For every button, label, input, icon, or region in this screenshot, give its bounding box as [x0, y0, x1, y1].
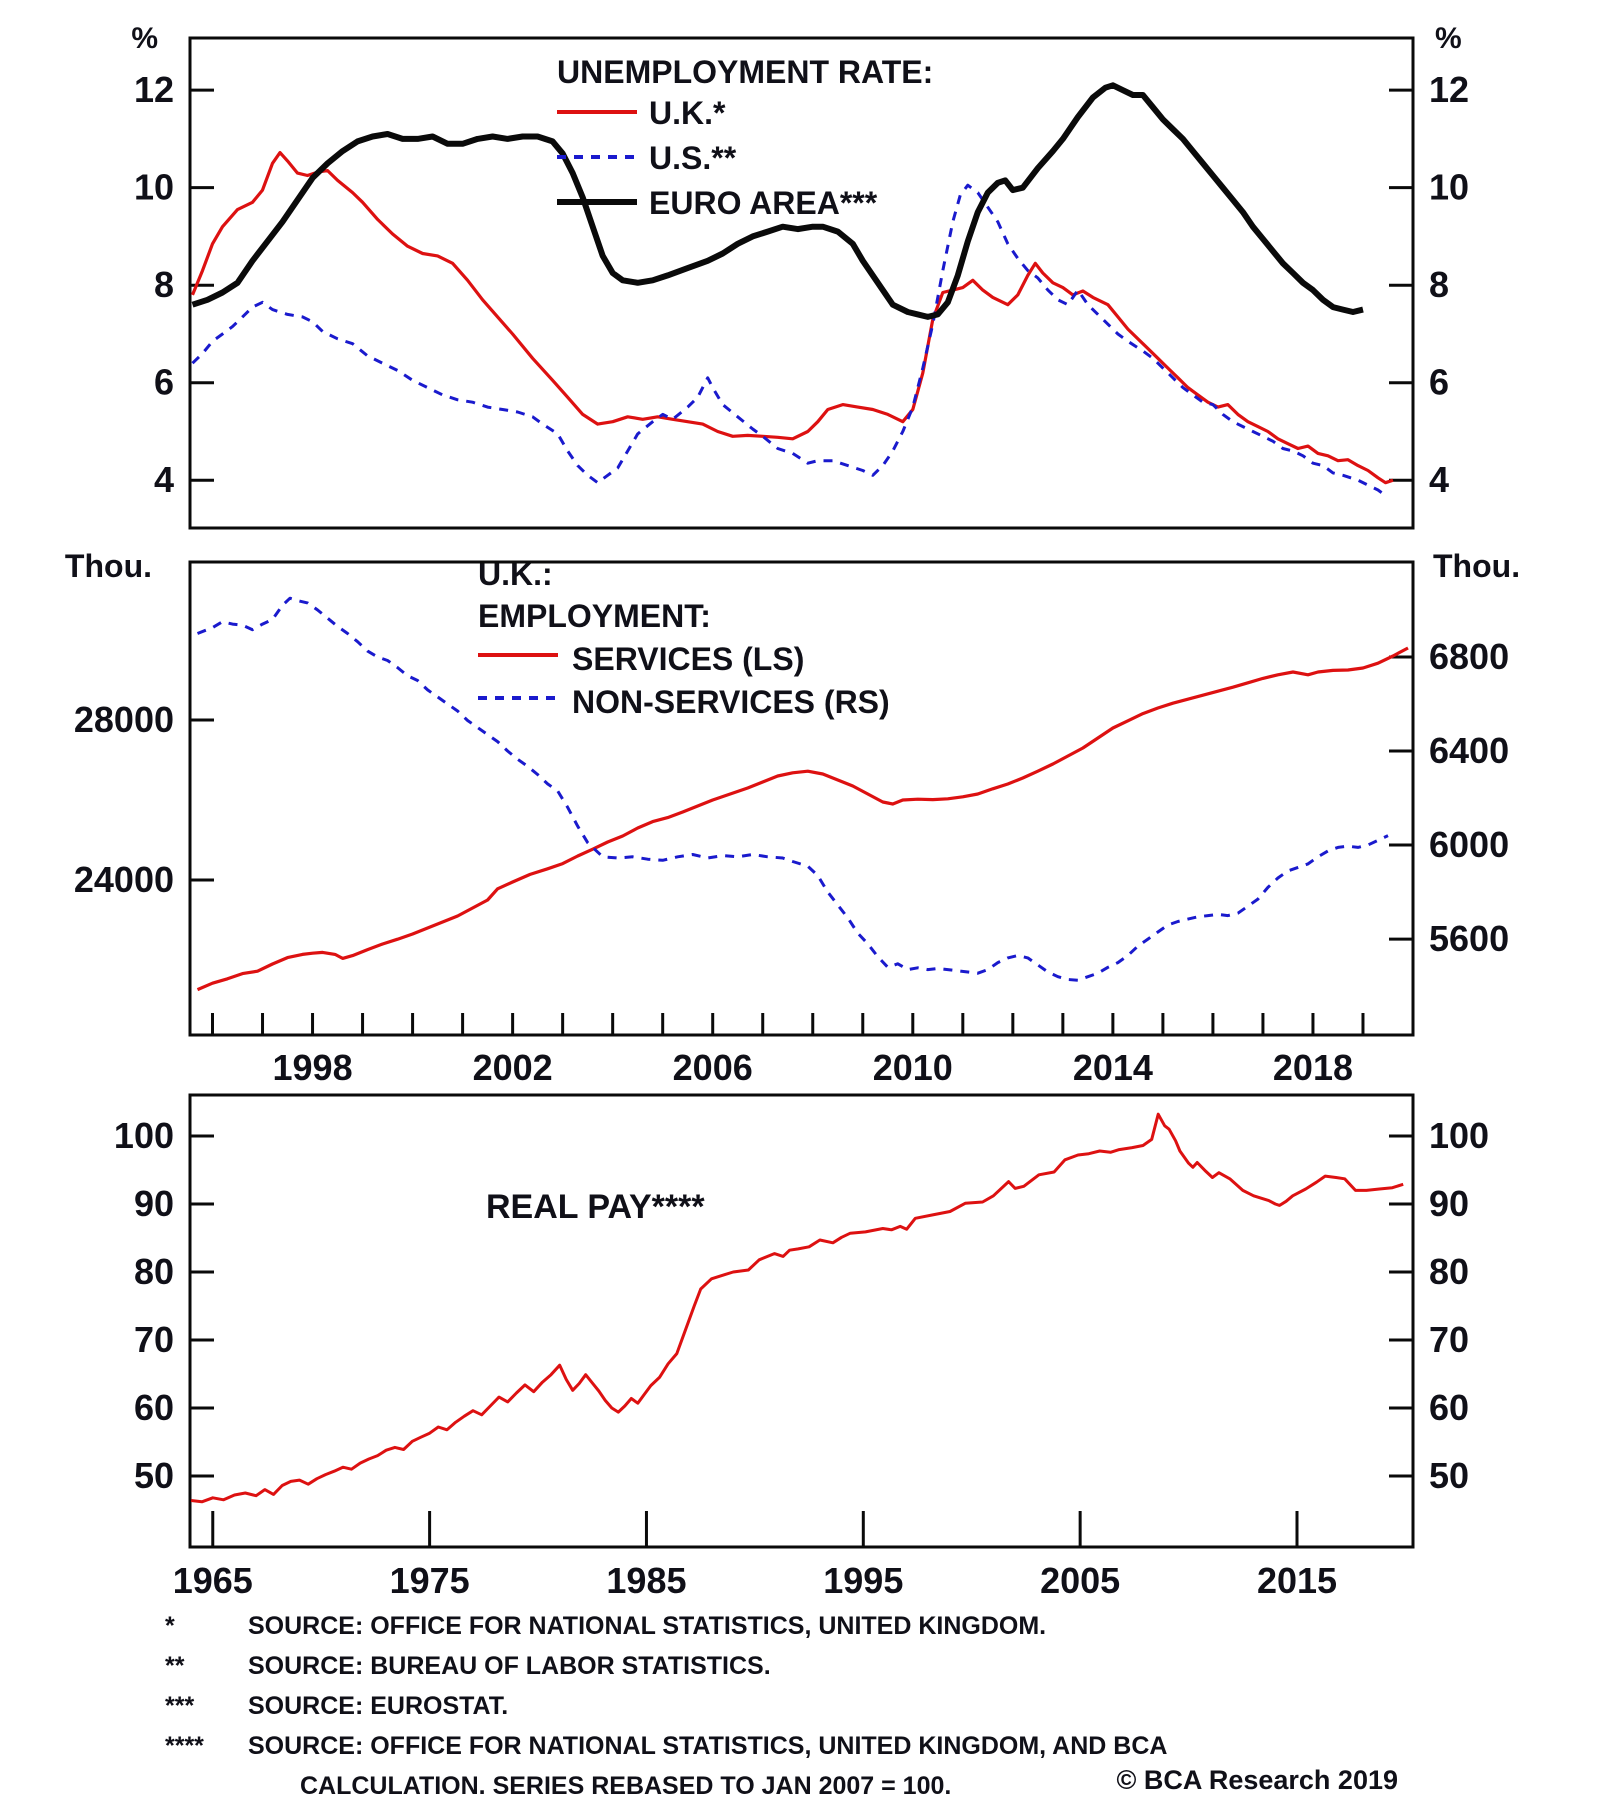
panel3-x-axis-year-label: 1995 [823, 1560, 903, 1601]
panel3-left-tick-label: 90 [134, 1183, 174, 1224]
panel3-x-axis-year-label: 2005 [1040, 1560, 1120, 1601]
shared-x-axis-year-label: 2010 [873, 1047, 953, 1088]
shared-x-axis-year-label: 2018 [1273, 1047, 1353, 1088]
panel3-frame [188, 1093, 1415, 1549]
panel1-left-tick-label: 8 [154, 264, 174, 305]
footnote-text-1: SOURCE: OFFICE FOR NATIONAL STATISTICS, … [248, 1612, 1047, 1640]
panel1-left-tick-label: 10 [134, 167, 174, 208]
panel2-legend-label-nonservices: NON-SERVICES (RS) [572, 684, 890, 720]
panel2-frame [188, 560, 1415, 1037]
panel1-line-euro [191, 82, 1364, 320]
panel3-x-axis-year-label: 1965 [173, 1560, 253, 1601]
panel2-line-nonservices [196, 596, 1389, 982]
panel3-left-tick-label: 60 [134, 1387, 174, 1428]
panel1-left-tick-label: 4 [154, 459, 174, 500]
panel1-left-unit-label: % [131, 22, 158, 55]
footnote-marker-4: **** [165, 1732, 204, 1760]
panel1-right-tick-label: 10 [1429, 167, 1469, 208]
panel3-left-tick-label: 50 [134, 1455, 174, 1496]
footnote-text-5: CALCULATION. SERIES REBASED TO JAN 2007 … [300, 1772, 952, 1800]
panel3-x-axis-year-label: 1975 [390, 1560, 470, 1601]
shared-x-axis-year-label: 2014 [1073, 1047, 1153, 1088]
panel3-right-tick-label: 90 [1429, 1183, 1469, 1224]
panel3-right-tick-label: 100 [1429, 1115, 1489, 1156]
panel2-right-tick-label: 6400 [1429, 730, 1509, 771]
panel1-legend-label-euro: EURO AREA*** [649, 185, 878, 221]
panel1-left-tick-label: 6 [154, 362, 174, 403]
panel2-left-tick-label: 24000 [74, 859, 174, 900]
panel1-right-tick-label: 12 [1429, 69, 1469, 110]
footnote-marker-1: * [165, 1612, 175, 1640]
panel1-legend-title: UNEMPLOYMENT RATE: [557, 54, 934, 90]
panel3-right-tick-label: 60 [1429, 1387, 1469, 1428]
panel1-right-tick-label: 6 [1429, 362, 1449, 403]
panel1-frame [188, 36, 1415, 530]
panel1-right-tick-label: 4 [1429, 459, 1449, 500]
panel2-right-tick-label: 6800 [1429, 636, 1509, 677]
panel3-x-axis-year-label: 1985 [606, 1560, 686, 1601]
copyright-notice: © BCA Research 2019 [1116, 1765, 1398, 1795]
footnote-text-3: SOURCE: EUROSTAT. [248, 1692, 509, 1720]
footnote-marker-3: *** [165, 1692, 195, 1720]
shared-x-axis-year-label: 2006 [673, 1047, 753, 1088]
footnote-marker-2: ** [165, 1652, 185, 1680]
panel2-legend-label-services: SERVICES (LS) [572, 641, 805, 677]
panel3-left-tick-label: 80 [134, 1251, 174, 1292]
panel1-line-uk [191, 151, 1394, 485]
panel2-legend-title-line2: EMPLOYMENT: [478, 598, 711, 634]
panel1-right-tick-label: 8 [1429, 264, 1449, 305]
panel3-right-tick-label: 50 [1429, 1455, 1469, 1496]
panel1-left-tick-label: 12 [134, 69, 174, 110]
panel3-x-axis-year-label: 2015 [1257, 1560, 1337, 1601]
panel1-legend-label-uk: U.K.* [649, 95, 726, 131]
panel3-left-tick-label: 100 [114, 1115, 174, 1156]
footnote-text-2: SOURCE: BUREAU OF LABOR STATISTICS. [248, 1652, 771, 1680]
panel2-left-tick-label: 28000 [74, 699, 174, 740]
panel2-right-tick-label: 5600 [1429, 918, 1509, 959]
panel3-right-tick-label: 80 [1429, 1251, 1469, 1292]
panel3-series-label-real-pay: REAL PAY**** [486, 1188, 705, 1226]
shared-x-axis-year-label: 2002 [473, 1047, 553, 1088]
footnote-text-4: SOURCE: OFFICE FOR NATIONAL STATISTICS, … [248, 1732, 1168, 1760]
panel3-right-tick-label: 70 [1429, 1319, 1469, 1360]
panel2-right-tick-label: 6000 [1429, 824, 1509, 865]
panel2-right-unit-label: Thou. [1433, 548, 1521, 584]
shared-x-axis-year-label: 1998 [273, 1047, 353, 1088]
panel2-left-unit-label: Thou. [64, 548, 152, 584]
panel1-right-unit-label: % [1435, 22, 1462, 55]
panel3-line-real-pay [190, 1112, 1404, 1504]
panel3-left-tick-label: 70 [134, 1319, 174, 1360]
panel2-line-services [196, 646, 1409, 992]
panel1-line-us [191, 183, 1389, 499]
panel1-legend-label-us: U.S.** [649, 140, 737, 176]
